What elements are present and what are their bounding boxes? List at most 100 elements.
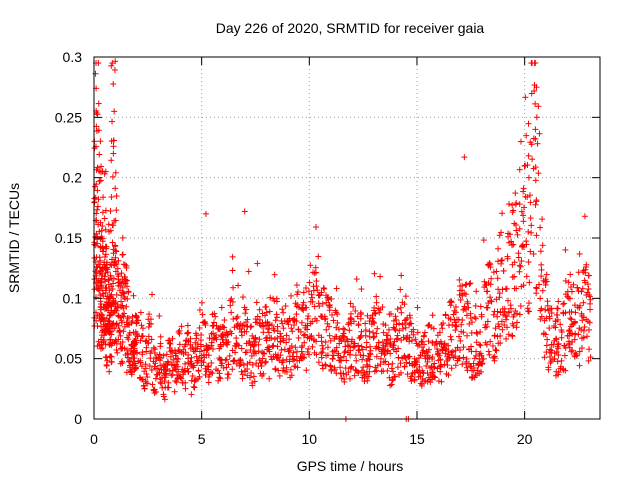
data-point [387,382,394,389]
data-point [100,332,107,339]
data-point [371,270,378,277]
data-point [167,340,174,347]
data-point [149,291,156,298]
data-point [414,329,421,336]
y-tick-label: 0.1 [63,290,83,306]
data-point [429,312,436,319]
data-point [144,374,151,381]
data-point [354,313,361,320]
data-point [185,337,192,344]
data-point [108,291,115,298]
data-point [94,323,101,330]
data-point [95,100,102,107]
data-point [375,305,382,312]
data-point [224,375,231,382]
data-point [113,291,120,298]
data-point [176,330,183,337]
data-point [108,331,115,338]
data-point [402,324,409,331]
data-point [390,346,397,353]
data-point [192,339,199,346]
data-point [247,374,254,381]
data-point [233,315,240,322]
data-point [107,272,114,279]
data-point [156,351,163,358]
data-point [412,336,419,343]
data-point [377,273,384,280]
data-point [394,306,401,313]
data-point [281,346,288,353]
data-point [333,344,340,351]
data-point [172,364,179,371]
data-point [100,248,107,255]
data-point [394,364,401,371]
data-point [120,328,127,335]
data-point [418,338,425,345]
data-point [287,366,294,373]
data-point [387,350,394,357]
data-point [180,371,187,378]
data-point [126,358,133,365]
data-point [148,348,155,355]
data-point [280,325,287,332]
data-point [98,283,105,290]
data-point [304,315,311,322]
data-point [236,357,243,364]
data-point [194,375,201,382]
data-point [191,384,198,391]
data-point [272,366,279,373]
data-point [428,324,435,331]
data-point [268,356,275,363]
data-point [425,322,432,329]
data-point [166,337,173,344]
x-tick-label: 0 [90,431,98,447]
data-point [112,254,119,261]
data-point [351,372,358,379]
data-point [98,233,105,240]
data-point [393,316,400,323]
data-point [319,300,326,307]
data-point [298,344,305,351]
data-point [225,371,232,378]
data-point [274,355,281,362]
data-point [239,322,246,329]
data-point [114,265,121,272]
data-point [218,356,225,363]
data-point [101,253,108,260]
data-point [421,353,428,360]
data-point [130,343,137,350]
data-point [190,383,197,390]
data-point [293,311,300,318]
data-point [145,333,152,340]
data-point [396,327,403,334]
data-point [416,363,423,370]
data-point [434,365,441,372]
data-point [337,357,344,364]
data-point [262,359,269,366]
data-point [137,359,144,366]
data-point [133,339,140,346]
data-point [135,317,142,324]
data-point [358,286,365,293]
data-point [259,372,266,379]
data-point [98,163,105,170]
data-point [429,354,436,361]
data-point [331,364,338,371]
data-point [260,329,267,336]
data-point [223,340,230,347]
data-point [242,349,249,356]
data-point [256,306,263,313]
data-point [414,304,421,311]
data-point [138,322,145,329]
data-point [278,317,285,324]
data-point [283,332,290,339]
data-point [112,217,119,224]
data-point [398,309,405,316]
data-point [154,365,161,372]
data-point [291,322,298,329]
data-point [205,373,212,380]
data-point [256,336,263,343]
data-point [364,312,371,319]
data-point [373,299,380,306]
data-point [365,373,372,380]
